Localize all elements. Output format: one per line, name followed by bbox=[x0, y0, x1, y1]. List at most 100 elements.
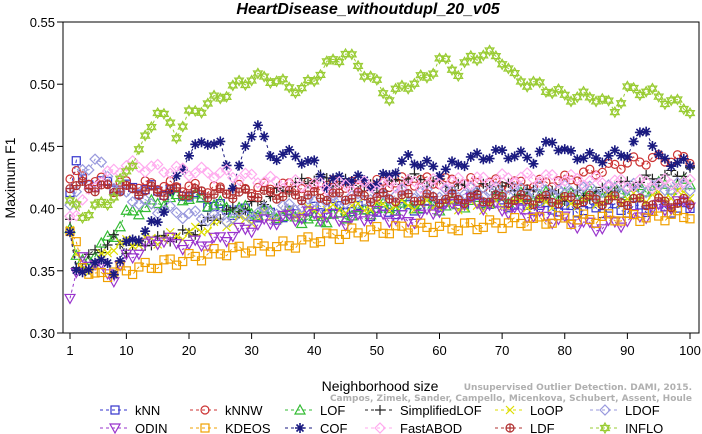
point-cof bbox=[653, 149, 664, 160]
point-cof bbox=[478, 154, 489, 165]
point-ldf bbox=[146, 181, 157, 191]
point-cof bbox=[685, 161, 695, 172]
point-ldf bbox=[516, 189, 526, 200]
point-ldof bbox=[308, 195, 321, 207]
point-inflo bbox=[440, 52, 452, 65]
point-kdeos bbox=[215, 249, 225, 259]
point-cof bbox=[115, 255, 126, 266]
point-cof bbox=[90, 257, 101, 268]
point-ldof bbox=[283, 198, 296, 210]
point-ldof bbox=[571, 188, 584, 201]
point-inflo bbox=[509, 66, 521, 80]
point-ldof bbox=[208, 208, 220, 221]
point-inflo bbox=[271, 75, 283, 88]
x-axis-label: Neighborhood size bbox=[322, 378, 439, 394]
point-inflo bbox=[283, 81, 295, 94]
point-inflo bbox=[315, 68, 326, 82]
point-kdeos bbox=[328, 229, 338, 239]
point-ldf bbox=[159, 191, 169, 201]
point-fastabod bbox=[76, 194, 89, 206]
point-cof bbox=[259, 131, 270, 142]
point-fastabod bbox=[521, 167, 534, 179]
point-kdeos bbox=[491, 218, 501, 228]
point-fastabod bbox=[226, 171, 239, 184]
point-fastabod bbox=[295, 181, 308, 193]
point-cof bbox=[108, 269, 119, 280]
point-cof bbox=[409, 159, 420, 170]
point-ldf bbox=[90, 187, 100, 197]
point-ldof bbox=[245, 213, 258, 226]
point-kdeos bbox=[522, 221, 532, 231]
series-inflo bbox=[64, 44, 696, 225]
point-cof bbox=[678, 153, 689, 164]
point-cof bbox=[472, 148, 483, 159]
point-ldof bbox=[195, 213, 208, 225]
point-kdeos bbox=[228, 243, 238, 253]
point-loop bbox=[203, 226, 213, 236]
point-kdeos bbox=[403, 228, 413, 238]
point-cof bbox=[609, 145, 620, 156]
point-kdeos bbox=[184, 248, 194, 259]
point-odin bbox=[596, 224, 609, 236]
point-ldof bbox=[133, 198, 145, 211]
series-layer bbox=[63, 44, 697, 305]
point-kdeos bbox=[616, 216, 626, 226]
point-kdeos bbox=[290, 243, 301, 253]
point-ldf bbox=[265, 187, 276, 197]
point-ldf bbox=[128, 184, 138, 194]
point-ldf bbox=[372, 192, 382, 202]
point-inflo bbox=[384, 94, 395, 107]
point-ldof bbox=[289, 204, 302, 216]
point-ldf bbox=[334, 188, 344, 198]
point-simplifiedlof bbox=[209, 215, 220, 226]
point-ldf bbox=[102, 180, 113, 190]
point-loop bbox=[190, 222, 200, 232]
point-fastabod bbox=[289, 174, 302, 186]
point-kdeos bbox=[384, 229, 394, 239]
point-ldf bbox=[635, 193, 645, 203]
point-simplifiedlof bbox=[634, 177, 645, 188]
point-lof bbox=[214, 194, 227, 206]
x-tick-label: 50 bbox=[370, 343, 384, 358]
legend-item-loop: LoOP bbox=[495, 403, 563, 418]
point-cof bbox=[321, 182, 332, 193]
watermark-line-2: Campos, Zimek, Sander, Campello, Micenko… bbox=[330, 394, 692, 404]
point-inflo bbox=[446, 63, 458, 76]
point-cof bbox=[183, 150, 194, 161]
point-simplifiedlof bbox=[659, 169, 670, 180]
point-kdeos bbox=[472, 224, 482, 235]
point-fastabod bbox=[120, 159, 133, 172]
point-inflo bbox=[427, 67, 439, 80]
point-inflo bbox=[653, 90, 665, 103]
point-ldof bbox=[665, 184, 678, 197]
point-inflo bbox=[127, 159, 139, 173]
point-kdeos bbox=[303, 232, 313, 242]
point-ldf bbox=[391, 197, 401, 207]
point-fastabod bbox=[252, 177, 264, 189]
point-kdeos bbox=[165, 254, 175, 264]
point-fastabod bbox=[659, 172, 671, 185]
point-ldof bbox=[596, 186, 609, 199]
point-fastabod bbox=[565, 168, 577, 181]
point-ldof bbox=[70, 185, 83, 198]
point-inflo bbox=[196, 106, 207, 120]
point-cof bbox=[647, 140, 658, 151]
point-cof bbox=[353, 170, 364, 181]
y-tick-label: 0.45 bbox=[30, 139, 55, 154]
point-cof bbox=[641, 126, 652, 137]
point-odin bbox=[352, 209, 365, 221]
point-inflo bbox=[452, 69, 464, 83]
legend-label-knnw: kNNW bbox=[225, 403, 263, 418]
point-kdeos bbox=[265, 247, 276, 257]
point-ldof bbox=[89, 153, 101, 166]
point-simplifiedlof bbox=[83, 249, 94, 260]
point-fastabod bbox=[107, 163, 120, 176]
point-odin bbox=[208, 232, 221, 244]
point-fastabod bbox=[151, 158, 164, 171]
point-knnw bbox=[572, 176, 582, 186]
point-ldf bbox=[660, 196, 670, 206]
point-odin bbox=[251, 220, 264, 232]
point-cof bbox=[296, 158, 307, 169]
point-odin bbox=[327, 209, 340, 220]
point-cof bbox=[121, 236, 132, 247]
